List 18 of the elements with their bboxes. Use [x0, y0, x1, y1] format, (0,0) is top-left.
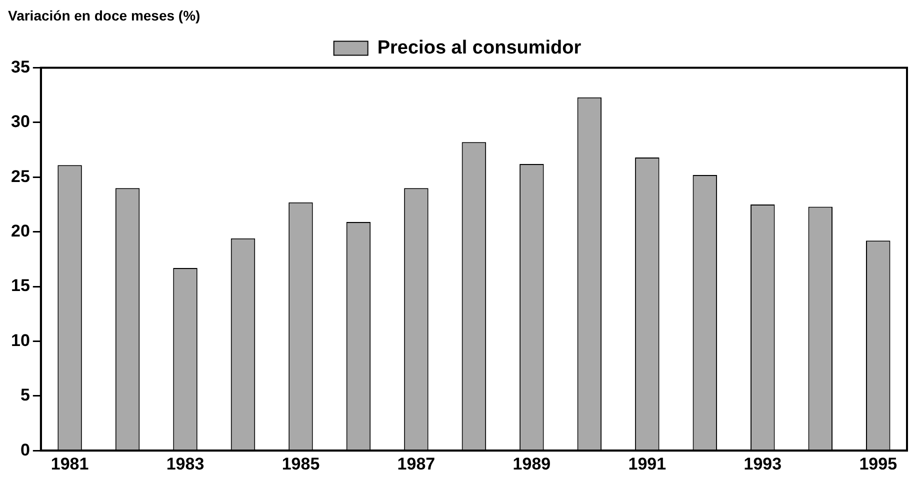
- x-tick-label: 1995: [859, 454, 898, 474]
- x-tick-label: 1989: [512, 454, 551, 474]
- x-tick-label: 1983: [166, 454, 204, 474]
- chart-title: Variación en doce meses (%): [8, 7, 200, 24]
- y-tick-label: 15: [10, 276, 30, 296]
- y-tick-label: 10: [10, 330, 30, 350]
- y-tick-label: 25: [10, 166, 30, 186]
- x-tick-label: 1985: [282, 454, 320, 474]
- y-tick-label: 5: [20, 386, 30, 405]
- y-tick-label: 0: [20, 440, 30, 460]
- legend-label: Precios al consumidor: [377, 38, 582, 59]
- x-tick-label: 1993: [744, 454, 782, 474]
- y-tick-label: 30: [10, 112, 30, 132]
- x-tick-label: 1987: [397, 454, 436, 474]
- x-tick-label: 1991: [628, 454, 666, 474]
- y-tick-label: 20: [10, 222, 30, 241]
- x-tick-label: 1981: [50, 454, 89, 474]
- y-tick-label: 35: [10, 57, 30, 76]
